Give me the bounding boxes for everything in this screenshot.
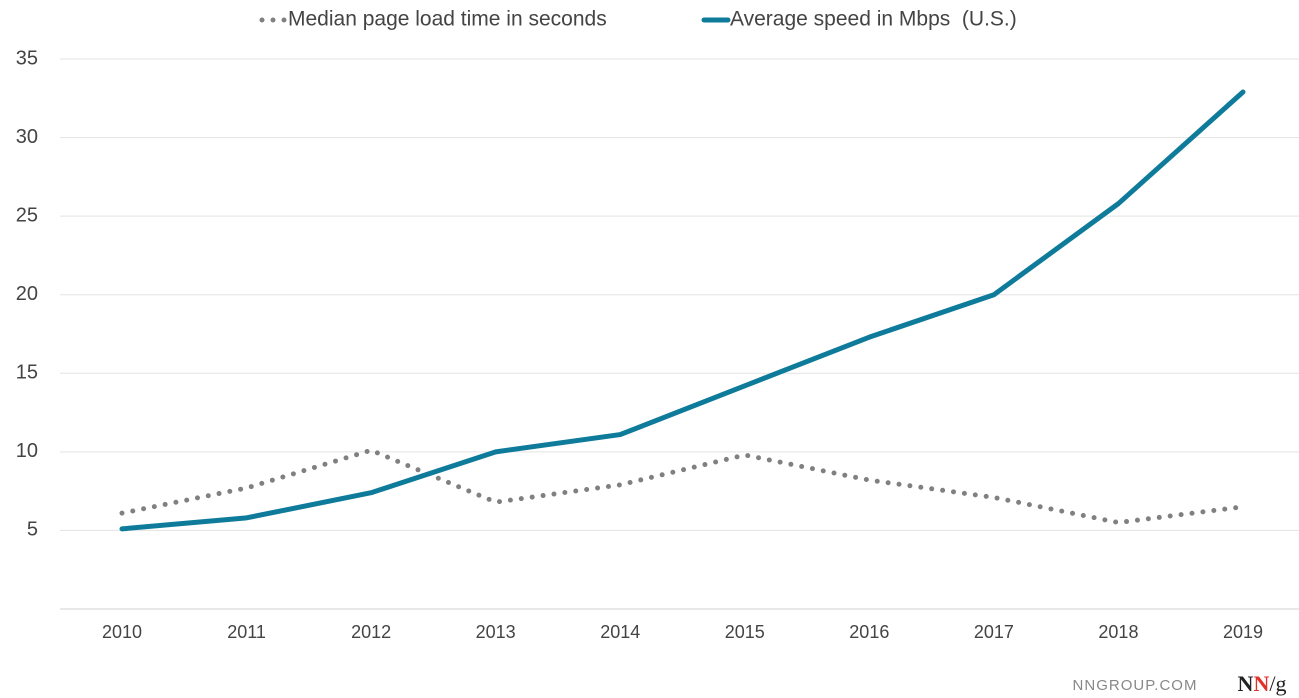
y-tick-label: 30 — [16, 126, 38, 148]
y-tick-label: 20 — [16, 283, 38, 305]
legend-label: Average speed in Mbps (U.S.) — [730, 8, 1017, 31]
x-tick-label: 2019 — [1223, 622, 1263, 642]
x-tick-label: 2010 — [102, 622, 142, 642]
y-tick-label: 35 — [16, 47, 38, 69]
y-tick-label: 5 — [27, 519, 38, 541]
logo-part: N — [1238, 671, 1254, 696]
footer-site: NNGROUP.COM — [1073, 677, 1198, 694]
y-tick-label: 15 — [16, 362, 38, 384]
footer-logo: NN/g — [1238, 671, 1287, 696]
y-tick-label: 10 — [16, 440, 38, 462]
x-tick-label: 2012 — [351, 622, 391, 642]
x-tick-label: 2016 — [849, 622, 889, 642]
y-tick-label: 25 — [16, 204, 38, 226]
x-tick-label: 2013 — [476, 622, 516, 642]
logo-part: N — [1253, 671, 1269, 696]
x-tick-label: 2011 — [227, 622, 266, 642]
x-tick-label: 2018 — [1098, 622, 1138, 642]
x-tick-label: 2017 — [974, 622, 1014, 642]
logo-part: /g — [1269, 671, 1286, 696]
legend-label: Median page load time in seconds — [288, 8, 607, 31]
series-line — [119, 447, 1246, 526]
series-line — [119, 89, 1246, 532]
x-tick-label: 2015 — [725, 622, 765, 642]
x-tick-label: 2014 — [600, 622, 640, 642]
